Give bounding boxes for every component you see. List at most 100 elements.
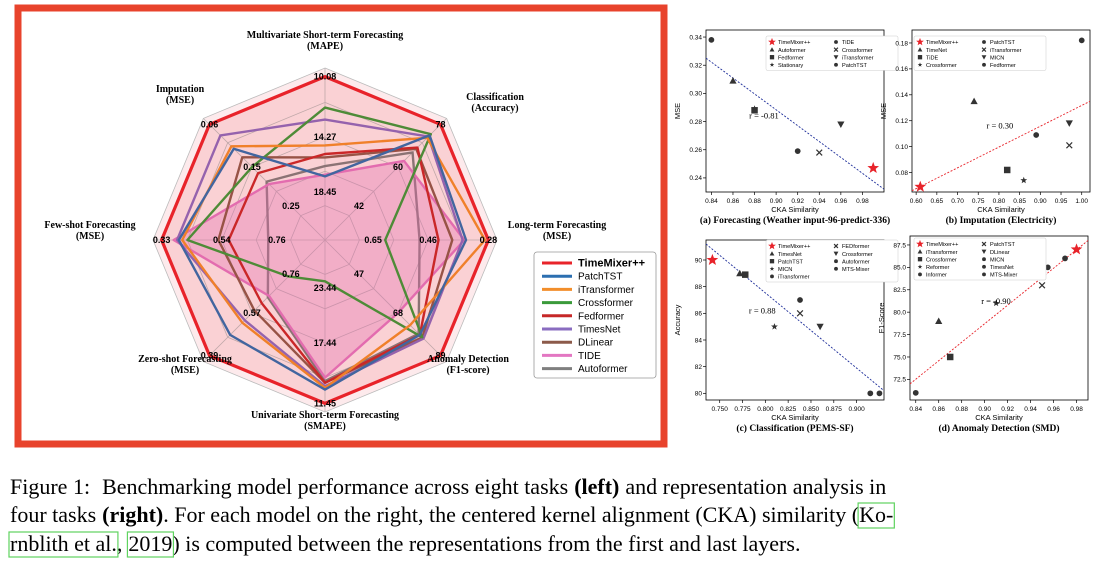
scatter-legend-marker-0-4 (834, 40, 838, 44)
scatter-ytick-label-0-2: 0.28 (689, 119, 702, 126)
radar-legend-label-2: iTransformer (578, 285, 635, 296)
scatter-ytick-label-2-2: 84 (695, 337, 703, 344)
scatter-xlabel-2: CKA Similarity (771, 413, 819, 422)
radar-series-tide (172, 159, 466, 379)
scatter-panels: 0.84 0.86 0.88 0.90 0.92 0.94 0.96 0.98 0.24 0.26… (673, 29, 1091, 434)
scatter-title-2: (c) Classification (PEMS-SF) (736, 423, 853, 434)
scatter-point-2-8 (876, 390, 883, 397)
radar-axis-label-2-1: (MSE) (543, 231, 571, 242)
scatter-point-0-5 (794, 148, 801, 155)
caption-line-1: Figure 1: Benchmarking model performance … (10, 474, 886, 499)
scatter-legend-label-1-7: Fedformer (990, 63, 1016, 69)
scatter-point-2-5 (796, 310, 804, 317)
scatter-ytick-label-3-2: 77.5 (893, 332, 906, 339)
citation-link-author-cont[interactable]: rnblith et al. (10, 531, 117, 556)
radar-legend-label-3: Crossformer (578, 298, 634, 309)
radar-tick-2-1: 0.46 (419, 235, 437, 245)
scatter-legend-marker-3-5-b (981, 241, 987, 247)
scatter-ytick-label-2-0: 80 (695, 391, 703, 398)
radar-tick-0-0: 10.08 (314, 72, 337, 82)
radar-legend-label-0: TimeMixer++ (578, 258, 645, 270)
scatter-point-3-5-b (1038, 281, 1046, 289)
radar-tick-0-2: 18.45 (314, 187, 337, 197)
radar-tick-2-2: 0.65 (364, 235, 382, 245)
scatter-point-3-5 (1038, 281, 1046, 289)
scatter-point-3-2 (935, 317, 943, 325)
scatter-xtick-label-0-4: 0.92 (791, 198, 804, 205)
scatter-legend-label-2-2: PatchTST (778, 259, 803, 265)
scatter-ytick-label-2-4: 88 (695, 284, 703, 291)
scatter-legend-label-1-2: TiDE (926, 55, 938, 61)
radar-tick-3-1: 68 (393, 308, 403, 318)
figure-caption: Figure 1: Benchmarking model performance … (8, 474, 895, 558)
scatter-legend-marker-2-8 (834, 266, 838, 271)
scatter-legend-label-2-1: TimesNet (778, 252, 802, 258)
radar-spoke-5 (203, 239, 326, 362)
radar-tick-5-0: 0.39 (201, 351, 219, 361)
scatter-xtick-label-2-0: 0.750 (712, 406, 729, 413)
scatter-panel-0: 0.84 0.86 0.88 0.90 0.92 0.94 0.96 0.98 0.24 0.26… (673, 29, 899, 226)
scatter-ytick-label-3-4: 82.5 (893, 287, 906, 294)
scatter-legend-marker-1-4 (982, 40, 986, 44)
scatter-point-2-5-b (796, 310, 804, 317)
scatter-legend-label-3-9: MTS-Mixer (990, 273, 1017, 279)
radar-axis-label-5-1: (MSE) (171, 365, 199, 376)
radar-axis-label-0-1: (MAPE) (307, 41, 343, 52)
scatter-xtick-label-1-0: 0.60 (910, 198, 923, 205)
radar-series-timesnet (175, 118, 464, 388)
scatter-point-3-1 (912, 389, 919, 396)
scatter-annotation-0: r = -0.81 (749, 111, 779, 121)
scatter-xtick-label-1-6: 0.90 (1034, 198, 1047, 205)
scatter-legend-marker-2-5-b (833, 243, 839, 249)
scatter-xlabel-0: CKA Similarity (771, 205, 819, 214)
radar-tick-1-0: 78 (436, 119, 446, 129)
radar-spoke-7 (203, 118, 326, 241)
scatter-legend-marker-3-6 (981, 249, 987, 254)
scatter-ytick-label-3-5: 85.0 (893, 265, 906, 272)
scatter-legend-marker-1-2 (917, 55, 923, 60)
scatter-point-0-7 (837, 121, 845, 128)
radar-chart: 10.08 14.27 18.45 78 60 42 0.28 0.46 0.65 89 68 47 1… (14, 4, 668, 448)
scatter-legend-marker-3-5 (981, 241, 987, 247)
scatter-legend-label-1-4: PatchTST (990, 40, 1015, 46)
scatter-legend-label-0-7: PatchTST (842, 63, 867, 69)
citation-link-year[interactable]: 2019 (128, 531, 172, 556)
scatter-legend-label-3-4: Informer (926, 273, 947, 279)
scatter-legend-label-2-8: MTS-Mixer (842, 267, 869, 273)
scatter-legend-marker-1-1 (917, 47, 923, 52)
scatter-legend-marker-0-1 (769, 47, 775, 52)
scatter-xtick-label-1-1: 0.65 (931, 198, 944, 205)
scatter-point-1-7 (1078, 37, 1085, 44)
radar-axis-label-1-1: (Accuracy) (471, 103, 518, 114)
scatter-point-2-3 (771, 323, 778, 330)
scatter-xtick-label-3-7: 0.98 (1070, 406, 1083, 413)
scatter-legend-marker-3-4 (918, 272, 922, 277)
scatter-ytick-label-1-3: 0.14 (895, 92, 908, 99)
citation-link-author[interactable]: Ko- (859, 502, 893, 527)
scatter-panel-1: 0.60 0.65 0.70 0.75 0.80 0.85 0.90 0.95 1.00 0.08… (879, 29, 1091, 226)
scatter-legend-label-3-1: iTransformer (926, 250, 958, 256)
scatter-ylabel-1: MSE (879, 103, 888, 119)
radar-axis-label-6-0: Few-shot Forecasting (44, 220, 135, 231)
radar-tick-7-0: 0.06 (201, 119, 219, 129)
scatter-legend-label-0-6: iTransformer (842, 55, 874, 61)
radar-legend-box (533, 251, 657, 379)
scatter-point-3-4 (992, 299, 1000, 307)
scatter-point-2-7 (867, 390, 874, 397)
radar-tick-2-0: 0.28 (480, 235, 498, 245)
scatter-regression-line-1 (912, 100, 1090, 192)
scatter-xtick-label-0-1: 0.86 (727, 198, 740, 205)
scatter-ytick-label-2-5: 90 (695, 257, 703, 264)
radar-series-crossformer (186, 106, 433, 339)
scatter-xtick-label-0-0: 0.84 (705, 198, 718, 205)
scatter-ylabel-3: F1-Score (877, 303, 886, 334)
scatter-xtick-label-1-7: 0.95 (1055, 198, 1068, 205)
radar-axis-label-5-0: Zero-shot Forecasting (138, 354, 232, 365)
scatter-legend-marker-3-8 (982, 264, 986, 269)
scatter-legend-label-1-1: TimeNet (926, 48, 947, 54)
scatter-legend-label-3-6: DLinear (990, 250, 1010, 256)
scatter-legend-marker-2-7 (834, 259, 838, 264)
caption-line-2: four tasks (right). For each model on the… (10, 502, 893, 527)
scatter-xtick-label-0-2: 0.88 (748, 198, 761, 205)
scatter-annotation-3: r = -0.90 (981, 296, 1011, 306)
